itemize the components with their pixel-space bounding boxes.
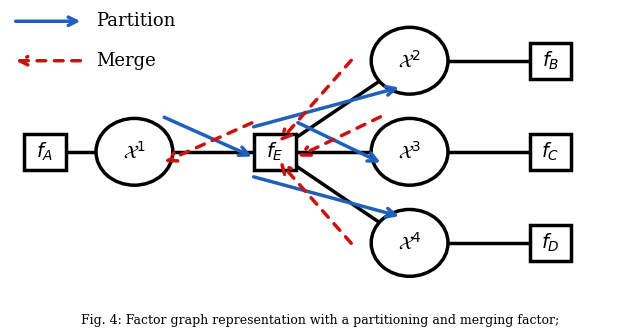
Ellipse shape	[371, 27, 448, 94]
FancyBboxPatch shape	[24, 134, 66, 170]
FancyBboxPatch shape	[530, 134, 572, 170]
Text: $f_B$: $f_B$	[541, 50, 559, 72]
Text: $\mathcal{X}^3$: $\mathcal{X}^3$	[398, 141, 421, 162]
Text: Fig. 4: Factor graph representation with a partitioning and merging factor;: Fig. 4: Factor graph representation with…	[81, 314, 559, 327]
Ellipse shape	[96, 118, 173, 185]
Text: $\mathcal{X}^2$: $\mathcal{X}^2$	[398, 50, 421, 71]
Text: $f_D$: $f_D$	[541, 232, 560, 254]
FancyBboxPatch shape	[254, 134, 296, 170]
Text: Partition: Partition	[96, 12, 175, 30]
FancyBboxPatch shape	[530, 225, 572, 261]
Text: $f_E$: $f_E$	[266, 141, 284, 163]
Ellipse shape	[371, 118, 448, 185]
FancyBboxPatch shape	[530, 43, 572, 79]
Text: Merge: Merge	[96, 52, 156, 70]
Text: $\mathcal{X}^1$: $\mathcal{X}^1$	[123, 141, 146, 162]
Text: $f_A$: $f_A$	[36, 141, 53, 163]
Ellipse shape	[371, 210, 448, 276]
Text: $f_C$: $f_C$	[541, 141, 559, 163]
Text: $\mathcal{X}^4$: $\mathcal{X}^4$	[398, 232, 421, 253]
